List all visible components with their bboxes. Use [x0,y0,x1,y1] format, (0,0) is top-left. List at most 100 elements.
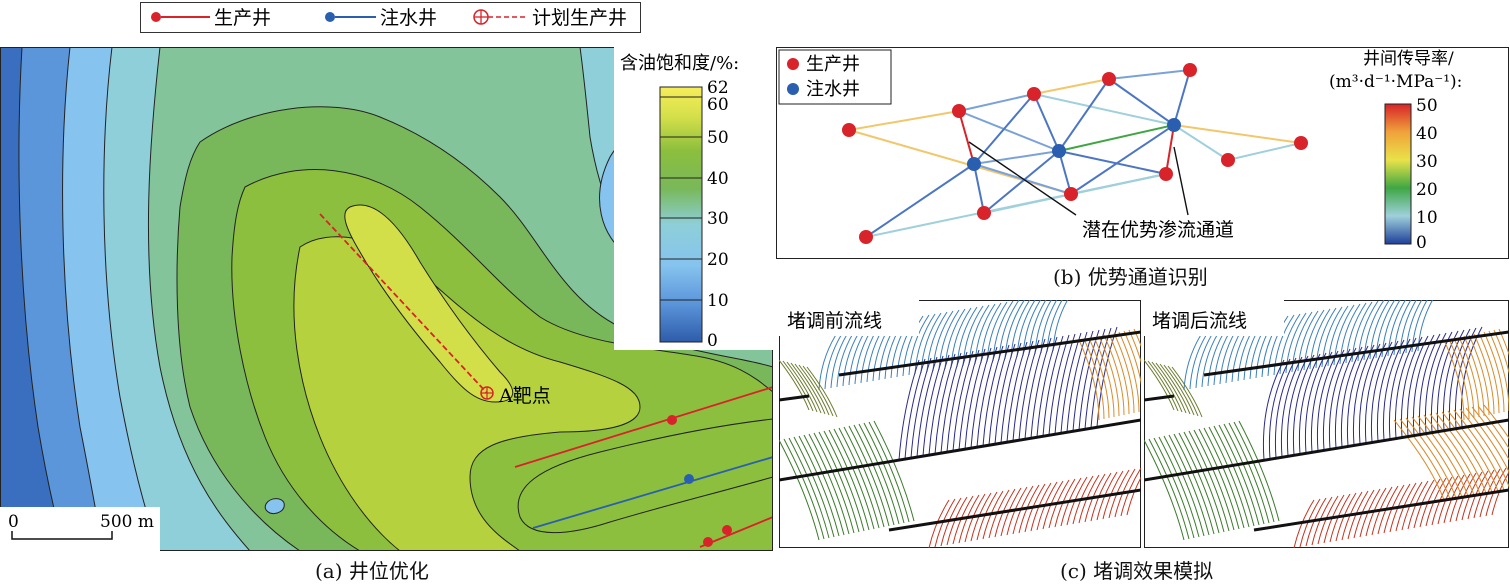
streamline-navy [1298,353,1321,455]
streamline-orange-diverted [1471,406,1509,461]
streamline-orange [1498,328,1509,356]
streamline-navy [1364,342,1387,444]
streamlines-after [1144,300,1509,548]
streamline-olive [802,365,834,417]
conductivity-tick-50: 50 [1416,96,1438,116]
top-legend: 生产井 注水井 计划生产井 [140,2,641,33]
streamline-green [1228,422,1270,524]
saturation-colorbar-ticks: 62 60 50 40 30 20 10 0 [660,78,729,351]
streamline-navy [1054,333,1076,435]
panel-b-producer-label: 生产井 [806,54,860,75]
streamline-green [818,431,860,533]
streamline-green [779,439,820,541]
conductivity-title-line2: (m³·d⁻¹·MPa⁻¹): [1329,72,1462,92]
streamline-olive [779,359,810,411]
panel-b-network: 生产井 注水井 [776,47,1509,259]
streamline-orange [1108,333,1130,415]
producer-well-2-head [722,525,732,535]
streamline-navy [1048,334,1070,436]
streamline-orange [1443,339,1465,421]
streamline-orange-diverted [1447,410,1499,492]
streamline-olive [1167,365,1199,417]
streamline-green [858,423,900,525]
producer-well-1 [514,386,773,468]
streamline-orange [1098,335,1120,417]
streamline-green [793,436,835,538]
streamline-blue [902,315,924,377]
streamline-orange [1478,332,1500,414]
streamline-green [863,422,905,524]
streamline-navy [916,356,938,458]
streamline-navy [1262,359,1285,461]
streamline-green [853,424,895,526]
fault-lines-before [779,330,1141,532]
panel-c-after: 堵调后流线 [1144,300,1509,548]
panel-c-before: 堵调前流线 [779,300,1141,548]
injection-wells [967,118,1181,171]
streamline-orange-diverted [1435,412,1487,494]
streamline-green [868,421,910,523]
streamline-orange [1118,331,1140,413]
streamline-blue [992,300,1014,362]
streamline-green [1173,433,1215,535]
streamline-green [803,434,845,536]
streamline-navy [952,350,974,452]
streamline-green [1218,424,1260,526]
streamline-navy [904,358,926,460]
streamline-navy [1060,332,1082,434]
streamline-orange [1463,335,1485,417]
streamline-navy [1280,356,1303,458]
streamline-navy [1304,352,1327,454]
streamline-orange [1088,337,1110,419]
streamline-orange [1453,337,1475,419]
streamline-orange-diverted [1423,414,1475,496]
streamline-navy [1036,336,1058,438]
streamline-orange [1133,328,1141,348]
streamline-olive [1144,359,1175,411]
streamline-olive [790,362,822,414]
streamline-orange-diverted [1453,409,1505,491]
streamline-navy [1358,343,1381,445]
streamline-navy [1286,355,1309,457]
streamline-orange [1123,330,1141,385]
scale-bar-box [0,507,160,551]
streamline-navy [958,349,980,451]
streamline-navy [922,355,944,457]
streamline-orange-diverted [1429,413,1481,495]
streamline-green [1158,436,1200,538]
production-wells [842,63,1308,244]
streamline-orange [1468,334,1490,416]
streamline-green [873,420,915,522]
streamline-orange [1103,334,1125,416]
conductivity-tick-30: 30 [1416,152,1438,172]
streamline-navy [982,345,1004,447]
saturation-tick-10: 10 [707,291,729,311]
streamline-green [1178,432,1220,534]
streamline-blue [980,302,1002,364]
before-label: 堵调前流线 [787,310,882,332]
streamline-orange-diverted [1399,418,1451,500]
streamline-olive [782,360,814,412]
saturation-tick-0: 0 [707,331,718,351]
streamline-green [1213,425,1255,527]
streamline-navy [1024,338,1046,440]
streamline-olive [1159,363,1191,415]
streamline-olive [1163,364,1195,416]
streamline-green [1183,431,1225,533]
streamline-navy [1012,340,1034,442]
streamline-orange-diverted [1417,415,1469,497]
streamline-green [1198,428,1240,530]
streamline-orange-diverted [1441,411,1493,493]
streamline-navy [964,348,986,450]
streamline-navy [1352,344,1375,446]
streamline-navy [1376,340,1399,442]
streamline-blue [920,312,942,374]
streamline-green [848,425,890,527]
panel-b-injector-label: 注水井 [806,79,860,100]
streamline-blue [968,304,990,366]
streamline-navy [898,359,920,461]
streamline-orange-diverted [1477,405,1509,450]
streamline-navy [970,347,992,449]
streamline-green [1188,430,1230,532]
streamline-blue [962,305,984,367]
